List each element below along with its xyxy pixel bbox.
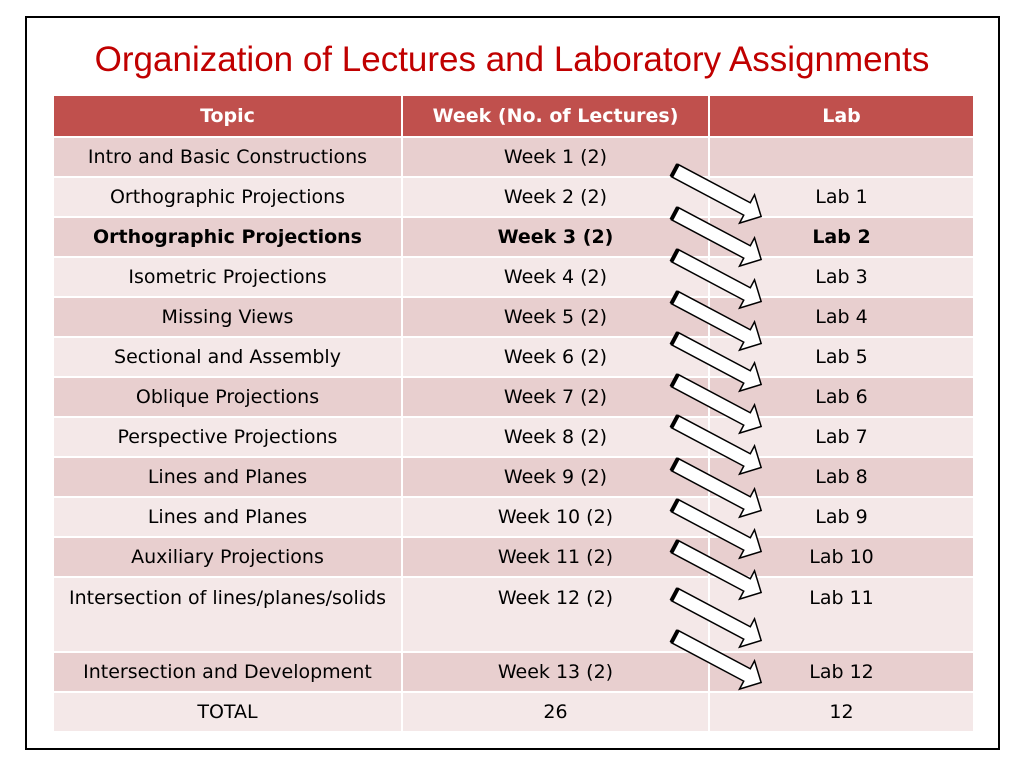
cell-topic: Missing Views bbox=[52, 296, 403, 338]
cell-topic: Orthographic Projections bbox=[52, 176, 403, 218]
arrow-tail-edge bbox=[669, 414, 680, 429]
arrow-tail-edge bbox=[669, 248, 680, 263]
cell-topic: TOTAL bbox=[52, 691, 403, 733]
arrow-tail-edge bbox=[669, 629, 680, 644]
arrow-tail-edge bbox=[669, 457, 680, 472]
cell-week: Week 4 (2) bbox=[401, 256, 710, 298]
cell-topic: Orthographic Projections bbox=[52, 216, 403, 258]
cell-topic: Lines and Planes bbox=[52, 456, 403, 498]
arrow-tail-edge bbox=[669, 498, 680, 513]
arrow-tail-edge bbox=[669, 331, 680, 346]
cell-week: Week 11 (2) bbox=[401, 536, 710, 578]
cell-topic: Sectional and Assembly bbox=[52, 336, 403, 378]
arrow-tail-edge bbox=[669, 587, 680, 602]
cell-topic: Intro and Basic Constructions bbox=[52, 136, 403, 178]
cell-week: Week 12 (2) bbox=[401, 576, 710, 653]
cell-week: Week 2 (2) bbox=[401, 176, 710, 218]
cell-week: Week 10 (2) bbox=[401, 496, 710, 538]
cell-topic: Lines and Planes bbox=[52, 496, 403, 538]
cell-week: Week 3 (2) bbox=[401, 216, 710, 258]
arrow-tail-edge bbox=[669, 373, 680, 388]
cell-topic: Isometric Projections bbox=[52, 256, 403, 298]
table-row: Perspective Projections Week 8 (2) Lab 7 bbox=[52, 416, 975, 458]
cell-lab bbox=[708, 136, 975, 178]
table-row-total: TOTAL 26 12 bbox=[52, 691, 975, 733]
cell-week: Week 7 (2) bbox=[401, 376, 710, 418]
cell-week: Week 13 (2) bbox=[401, 651, 710, 693]
table-row: Orthographic Projections Week 2 (2) Lab … bbox=[52, 176, 975, 218]
cell-lab: Lab 10 bbox=[708, 536, 975, 578]
cell-topic: Intersection and Development bbox=[52, 651, 403, 693]
cell-week: Week 1 (2) bbox=[401, 136, 710, 178]
arrow-tail-edge bbox=[669, 539, 680, 554]
cell-week: Week 6 (2) bbox=[401, 336, 710, 378]
cell-topic: Auxiliary Projections bbox=[52, 536, 403, 578]
cell-topic: Oblique Projections bbox=[52, 376, 403, 418]
header-topic: Topic bbox=[52, 94, 403, 138]
arrow-tail-edge bbox=[669, 206, 680, 221]
table-header-row: Topic Week (No. of Lectures) Lab bbox=[52, 94, 975, 138]
cell-lab: Lab 9 bbox=[708, 496, 975, 538]
schedule-table: Topic Week (No. of Lectures) Lab Intro a… bbox=[52, 94, 975, 733]
cell-week: Week 5 (2) bbox=[401, 296, 710, 338]
cell-week: Week 9 (2) bbox=[401, 456, 710, 498]
cell-lab: 12 bbox=[708, 691, 975, 733]
cell-lab: Lab 2 bbox=[708, 216, 975, 258]
header-week: Week (No. of Lectures) bbox=[401, 94, 710, 138]
table-row: Intro and Basic Constructions Week 1 (2) bbox=[52, 136, 975, 178]
cell-topic: Intersection of lines/planes/solids bbox=[52, 576, 403, 653]
table-row: Lines and Planes Week 10 (2) Lab 9 bbox=[52, 496, 975, 538]
table-row: Lines and Planes Week 9 (2) Lab 8 bbox=[52, 456, 975, 498]
cell-topic: Perspective Projections bbox=[52, 416, 403, 458]
cell-lab: Lab 8 bbox=[708, 456, 975, 498]
cell-week: 26 bbox=[401, 691, 710, 733]
arrow-tail-edge bbox=[669, 163, 680, 178]
table-row: Auxiliary Projections Week 11 (2) Lab 10 bbox=[52, 536, 975, 578]
table-row: Orthographic Projections Week 3 (2) Lab … bbox=[52, 216, 975, 258]
slide-title: Organization of Lectures and Laboratory … bbox=[94, 40, 930, 79]
header-lab: Lab bbox=[708, 94, 975, 138]
arrow-tail-edge bbox=[669, 290, 680, 305]
cell-week: Week 8 (2) bbox=[401, 416, 710, 458]
